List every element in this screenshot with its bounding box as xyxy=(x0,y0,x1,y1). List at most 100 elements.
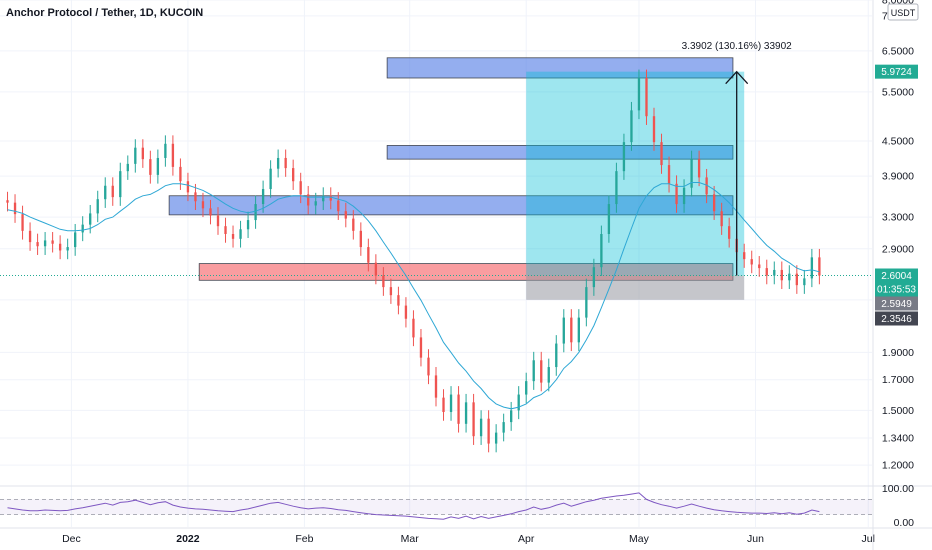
candle xyxy=(367,238,370,272)
candle xyxy=(261,180,265,213)
candle-body xyxy=(104,185,107,200)
candle-body xyxy=(134,147,137,164)
candle xyxy=(660,133,663,174)
candle-body xyxy=(517,394,520,411)
candle-body xyxy=(637,77,641,111)
candle xyxy=(404,297,408,328)
time-tick-label: May xyxy=(629,533,650,545)
price-tick-label: 1.5000 xyxy=(882,405,914,417)
candle-body xyxy=(89,213,92,225)
candle-body xyxy=(352,218,355,231)
candle-body xyxy=(457,394,460,424)
candle xyxy=(209,199,212,225)
countdown-label: 01:35:53 xyxy=(877,284,916,295)
candle-body xyxy=(292,168,295,182)
candle xyxy=(690,150,693,197)
candle-body xyxy=(630,110,633,143)
currency-button[interactable]: USDT xyxy=(887,3,919,21)
candle xyxy=(675,175,678,213)
candle-body xyxy=(359,230,362,248)
candle xyxy=(292,159,295,190)
price-tick-label: 2.9000 xyxy=(882,243,914,255)
rsi-pane xyxy=(0,485,932,520)
currency-label: USDT xyxy=(891,8,916,18)
candle-body xyxy=(472,402,475,437)
candle xyxy=(592,258,596,296)
price-axis: 8.00007.50006.50005.50004.50003.90003.30… xyxy=(882,0,914,529)
candle xyxy=(141,139,144,168)
candle xyxy=(667,156,671,193)
candle-body xyxy=(697,159,701,178)
candle xyxy=(795,265,798,294)
candle-body xyxy=(502,422,505,433)
candle xyxy=(743,243,746,268)
candle xyxy=(464,393,468,433)
candle-body xyxy=(224,226,227,235)
candle-body xyxy=(690,159,693,188)
candle-body xyxy=(21,214,24,231)
candle xyxy=(96,190,99,223)
candle xyxy=(329,187,332,210)
supply-zone xyxy=(168,195,734,216)
candle xyxy=(607,195,611,243)
candle-body xyxy=(261,189,265,205)
price-tick-label: 5.5000 xyxy=(882,86,914,98)
candle xyxy=(434,366,438,407)
candles-layer xyxy=(6,69,821,453)
candle-body xyxy=(464,402,468,424)
candle-body xyxy=(570,317,573,343)
time-tick-label: Jul xyxy=(862,533,875,545)
candle-body xyxy=(622,142,626,172)
candle xyxy=(682,179,686,213)
candle xyxy=(216,207,220,235)
candle-body xyxy=(66,247,69,251)
candle xyxy=(111,177,114,206)
price-badge-value: 2.3546 xyxy=(881,314,912,325)
candle-body xyxy=(773,269,776,276)
long-position-tool[interactable] xyxy=(526,71,745,300)
candle xyxy=(615,162,618,213)
candle-body xyxy=(239,229,242,239)
price-badge xyxy=(875,311,918,326)
candle-body xyxy=(487,418,490,444)
candle xyxy=(758,256,761,277)
candle xyxy=(412,310,415,347)
candle-body xyxy=(525,381,528,395)
candle xyxy=(652,107,656,151)
candle xyxy=(307,185,310,215)
candle xyxy=(645,69,648,125)
price-tick-label: 6.5000 xyxy=(882,45,914,57)
candle xyxy=(397,286,400,315)
target-area xyxy=(526,71,745,276)
candle xyxy=(58,235,62,260)
candle xyxy=(494,424,498,453)
price-tick-label: 1.2000 xyxy=(882,460,914,472)
candle-body xyxy=(149,159,152,175)
candle xyxy=(224,217,227,243)
candle xyxy=(720,202,723,235)
candle-body xyxy=(412,318,415,338)
candle-body xyxy=(389,287,393,296)
candle-body xyxy=(510,410,513,423)
measure-tool[interactable]: 3.3902 (130.16%) 33902 xyxy=(682,41,793,276)
candle xyxy=(201,192,205,218)
candle-body xyxy=(547,367,550,383)
candle xyxy=(728,217,731,248)
time-tick-label: 2022 xyxy=(176,533,200,545)
candle xyxy=(66,238,69,260)
candle-body xyxy=(562,317,565,344)
candle-body xyxy=(111,185,114,198)
candle-body xyxy=(728,226,731,239)
candle-body xyxy=(28,230,32,243)
candle-body xyxy=(810,257,814,279)
candle xyxy=(156,149,160,184)
candle-body xyxy=(712,194,716,212)
price-tick-label: 8.0000 xyxy=(882,0,914,7)
candle xyxy=(600,225,603,276)
candle-body xyxy=(404,305,408,319)
candle-body xyxy=(276,157,280,169)
candle xyxy=(28,222,32,251)
